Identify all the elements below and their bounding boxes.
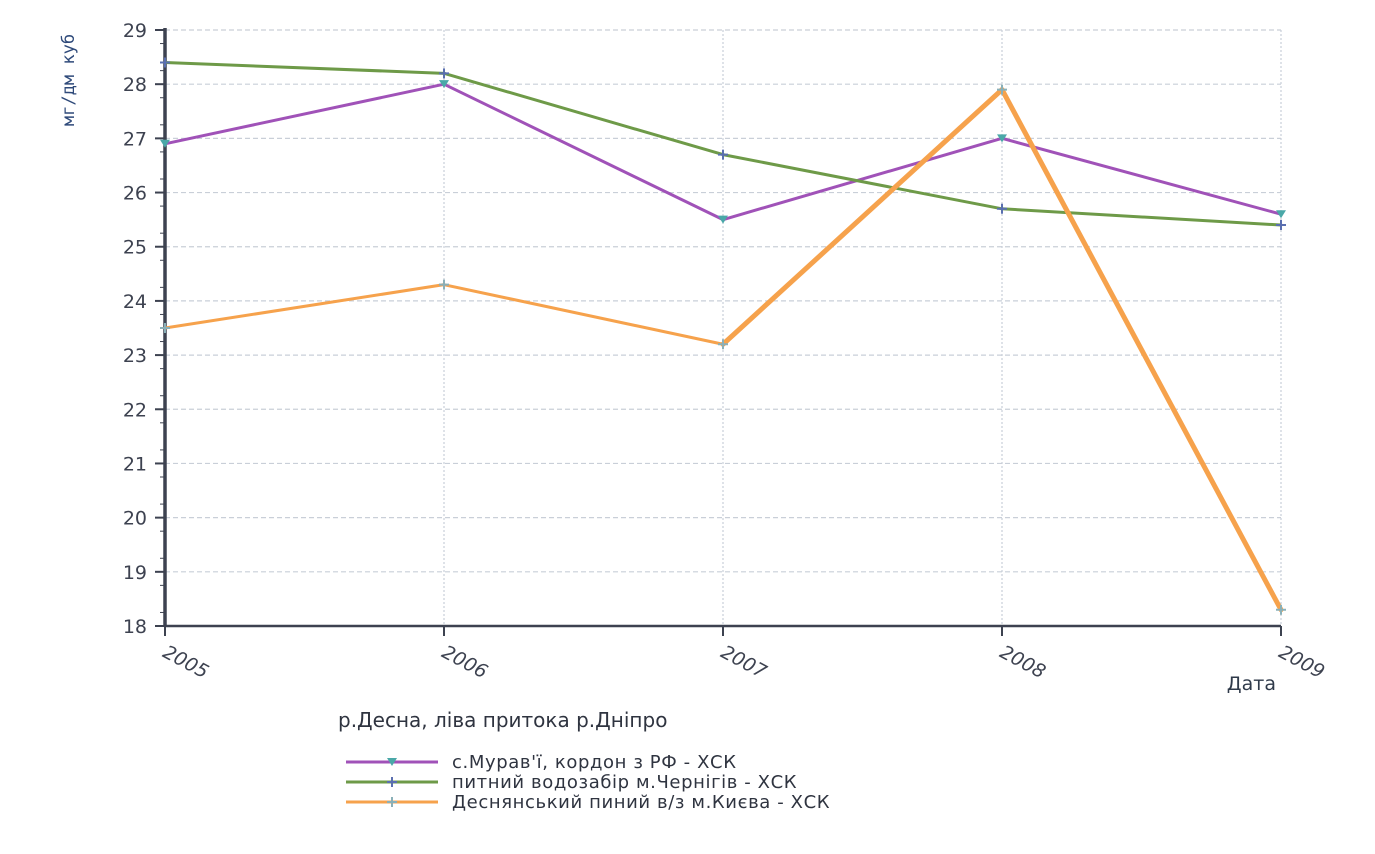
data-point-marker	[997, 203, 1007, 214]
y-tick-label: 27	[123, 128, 147, 150]
legend: с.Мурав'ї, кордон з РФ - ХСК питний водо…	[344, 751, 831, 813]
y-tick-label: 19	[123, 562, 147, 584]
line-segment	[163, 283, 446, 330]
legend-swatch	[346, 797, 438, 807]
x-tick-label: 2007	[717, 641, 770, 683]
y-tick-label: 25	[123, 237, 147, 259]
y-tick-label: 21	[123, 453, 147, 475]
x-tick-label: 2005	[159, 641, 212, 683]
y-tick-label: 26	[123, 183, 147, 205]
y-tick-label: 24	[123, 291, 147, 313]
y-tick-label: 18	[123, 616, 147, 638]
line-segment	[163, 82, 446, 146]
data-point-marker	[439, 279, 449, 290]
x-axis-label: Дата	[1227, 673, 1276, 695]
y-axis-label: мг/дм куб	[59, 34, 79, 126]
line-segment	[1000, 207, 1283, 227]
x-tick-label: 2008	[996, 641, 1049, 683]
line-segment	[442, 71, 725, 157]
data-point-marker	[387, 797, 397, 807]
line-segment	[999, 87, 1284, 613]
y-axis: 18 19 20 21 22 23 24 25 26 27 28 29	[123, 20, 167, 638]
legend-swatch	[346, 758, 438, 766]
data-point-marker	[1276, 220, 1286, 231]
y-tick-label: 22	[123, 399, 147, 421]
line-segment	[442, 82, 725, 222]
data-point-marker	[160, 57, 170, 68]
y-tick-label: 28	[123, 74, 147, 96]
legend-item: питний водозабір м.Чернігів - ХСК	[344, 771, 830, 793]
legend-item: Деснянський пиний в/з м.Києва - ХСК	[344, 791, 831, 813]
series-layer	[160, 57, 1286, 615]
data-point-marker	[718, 215, 728, 224]
legend-label: Деснянський пиний в/з м.Києва - ХСК	[452, 791, 831, 813]
legend-item: с.Мурав'ї, кордон з РФ - ХСК	[344, 751, 830, 773]
grid-lines	[165, 29, 1282, 626]
data-point-marker	[160, 323, 170, 333]
data-point-marker	[439, 68, 449, 79]
legend-label: питний водозабір м.Чернігів - ХСК	[452, 771, 798, 793]
line-segment	[442, 283, 725, 346]
x-axis: 2005 2006 2007 2008 2009	[159, 624, 1328, 683]
data-point-marker	[997, 134, 1007, 143]
data-point-marker	[997, 84, 1007, 95]
series-1	[160, 80, 1286, 224]
line-segment	[721, 136, 1004, 222]
legend-swatch	[346, 777, 438, 787]
line-segment	[1000, 136, 1283, 216]
data-point-marker	[387, 777, 397, 787]
data-point-marker	[1276, 604, 1286, 615]
chart-subtitle: р.Десна, ліва притока р.Дніпро	[338, 708, 668, 732]
x-tick-label: 2006	[438, 641, 491, 683]
series-3	[160, 84, 1286, 615]
y-tick-label: 29	[123, 20, 147, 42]
line-segment	[163, 61, 446, 75]
x-tick-label: 2009	[1275, 641, 1328, 683]
data-point-marker	[1276, 210, 1286, 219]
line-segment	[720, 87, 1005, 347]
legend-label: с.Мурав'ї, кордон з РФ - ХСК	[452, 751, 737, 773]
y-tick-label: 20	[123, 508, 147, 530]
line-segment	[721, 153, 1004, 211]
data-point-marker	[718, 149, 728, 160]
series-2	[160, 57, 1286, 231]
y-tick-label: 23	[123, 345, 147, 367]
data-point-marker	[387, 758, 397, 766]
data-point-marker	[439, 80, 449, 89]
data-point-marker	[718, 339, 728, 350]
data-point-marker	[160, 139, 170, 148]
